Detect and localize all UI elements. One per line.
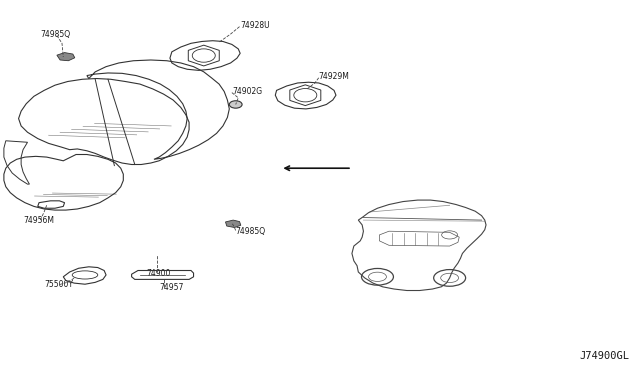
Text: 74985Q: 74985Q — [236, 227, 266, 236]
Text: 74957: 74957 — [159, 283, 184, 292]
Text: 74956M: 74956M — [23, 216, 54, 225]
Text: 74929M: 74929M — [319, 72, 349, 81]
Text: 74985Q: 74985Q — [40, 30, 70, 39]
Text: 74928U: 74928U — [240, 22, 270, 31]
Text: 75500Y: 75500Y — [44, 280, 73, 289]
Circle shape — [229, 101, 242, 108]
Polygon shape — [57, 52, 75, 61]
Text: J74900GL: J74900GL — [580, 351, 630, 361]
Text: 74900: 74900 — [147, 269, 171, 278]
Polygon shape — [225, 220, 241, 228]
Text: 74902G: 74902G — [232, 87, 262, 96]
